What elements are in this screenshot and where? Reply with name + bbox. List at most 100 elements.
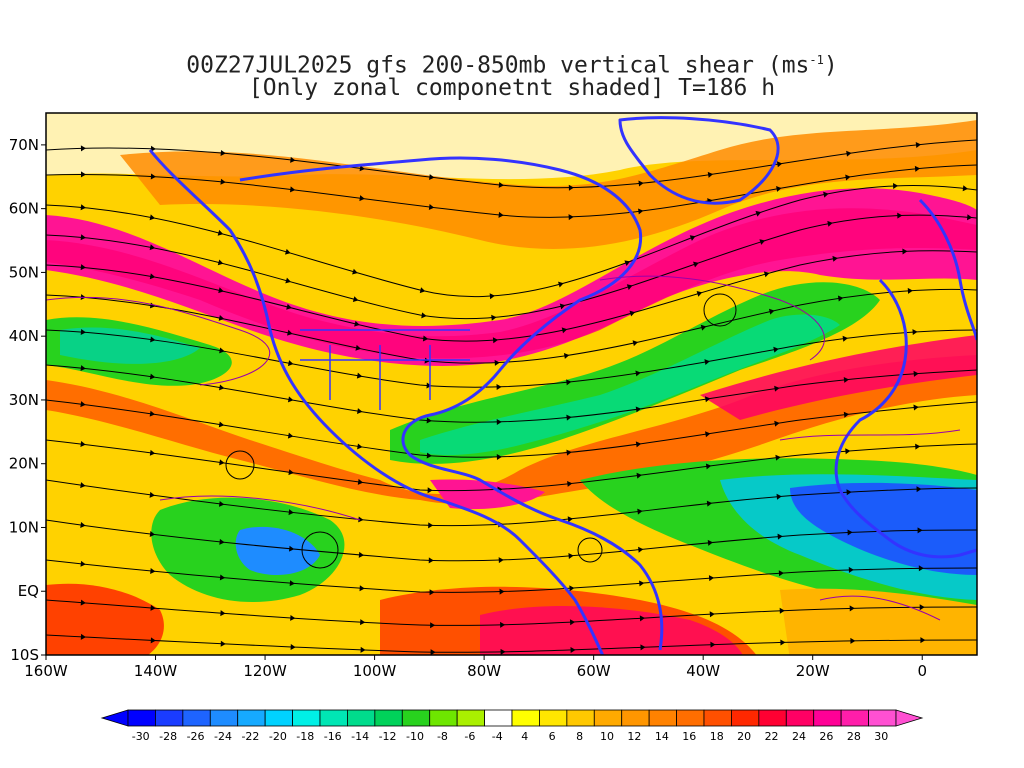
streamline-arrowhead: [629, 310, 636, 317]
streamline-arrowhead: [290, 156, 296, 163]
streamline-arrowhead: [220, 640, 226, 647]
streamline-arrowhead: [776, 493, 782, 500]
streamline-arrowhead: [915, 443, 921, 450]
contours: [46, 275, 961, 621]
streamline-arrowhead: [359, 195, 365, 202]
streamline-arrowhead: [774, 385, 780, 392]
lon-tick-label: 80W: [467, 662, 501, 680]
colorbar-swatch: [484, 709, 513, 727]
streamline-arrowhead: [429, 174, 435, 181]
streamline-arrowhead: [897, 212, 903, 219]
colorbar-label: 30: [874, 730, 888, 743]
streamline-arrowhead: [288, 509, 294, 516]
streamline-arrowhead: [80, 482, 86, 489]
streamline-arrowhead: [845, 448, 851, 455]
streamline-arrowhead: [558, 281, 564, 288]
colorbar-label: -28: [159, 730, 177, 743]
streamline-arrowhead: [967, 214, 973, 221]
streamline-arrowhead: [709, 611, 715, 618]
colorbar-swatch: [237, 709, 266, 727]
streamline-arrowhead: [150, 336, 156, 343]
colorbar-label: -24: [214, 730, 232, 743]
field-blue-epac: [235, 526, 320, 575]
streamline-arrowhead: [893, 182, 899, 189]
streamline-arrowhead: [917, 527, 923, 534]
colorbar-label: 22: [765, 730, 779, 743]
streamline-arrowhead: [707, 171, 714, 178]
lat-tick-label: 30N: [9, 391, 39, 409]
streamline-arrowhead: [218, 287, 224, 294]
streamline-arrowhead: [635, 441, 642, 448]
streamline-arrowhead: [912, 329, 918, 336]
colorbar-label: -30: [132, 730, 150, 743]
colorbar-label: 26: [819, 730, 833, 743]
colorbar-label: -8: [437, 730, 448, 743]
contour-line: [159, 495, 361, 521]
lat-tick-label: 50N: [9, 263, 39, 281]
contour-line: [779, 429, 961, 441]
lat-tick-label: 10N: [9, 518, 39, 536]
streamline-arrowhead: [850, 637, 856, 644]
colorbar-label: -10: [406, 730, 424, 743]
streamlines: [46, 139, 977, 655]
streamline-arrowhead: [759, 239, 766, 245]
streamline-arrowhead: [422, 335, 429, 342]
streamline-arrowhead: [498, 181, 504, 188]
streamline-arrowhead: [568, 184, 574, 191]
streamline-arrowhead: [357, 443, 363, 450]
streamline-arrowhead: [848, 566, 854, 573]
streamline-arrowhead: [566, 414, 572, 421]
title-unit-exponent: -1: [809, 53, 824, 67]
streamline-arrowhead: [498, 211, 504, 218]
streamline-arrowhead: [845, 174, 851, 181]
colorbar-swatch: [539, 709, 568, 727]
streamline-arrowhead: [289, 186, 296, 193]
streamline-arrowhead: [638, 180, 644, 187]
streamline-arrowhead: [559, 303, 566, 310]
africa-europe-coast: [834, 278, 977, 559]
colorbar-swatch: [868, 709, 897, 727]
streamline-arrowhead: [352, 268, 358, 275]
streamline-arrowhead: [843, 411, 850, 418]
streamline-arrowhead: [80, 365, 86, 372]
streamline-arrowhead: [567, 480, 573, 487]
colorbar-swatch: [347, 709, 376, 727]
colorbar-swatch: [456, 709, 485, 727]
streamline-arrowhead: [489, 293, 495, 300]
streamline-arrowhead: [357, 478, 364, 485]
streamline-arrowhead: [149, 214, 156, 221]
colorbar-label: -26: [187, 730, 205, 743]
greenland: [618, 116, 780, 205]
streamline-eddy: [225, 450, 255, 480]
lon-tick-label: 60W: [577, 662, 611, 680]
streamline-arrowhead: [149, 410, 156, 417]
colorbar-label: -14: [351, 730, 369, 743]
streamline-arrowhead: [358, 551, 364, 558]
map-frame: [45, 112, 978, 656]
streamline-arrowhead: [704, 396, 711, 403]
colorbar-label: 4: [521, 730, 528, 743]
streamline-arrowhead: [496, 383, 502, 390]
streamline-arrowhead: [568, 553, 574, 559]
streamline-arrowhead: [563, 352, 570, 359]
colorbar-swatch: [264, 709, 293, 727]
streamline-arrowhead: [287, 432, 294, 439]
colorbar-swatch: [621, 709, 650, 727]
colorbar-swatch: [785, 709, 815, 727]
streamline-arrowhead: [80, 522, 86, 528]
streamline-arrowhead: [80, 599, 86, 606]
colorbar-label: 8: [576, 730, 583, 743]
streamline-arrowhead: [773, 346, 779, 353]
streamline: [46, 559, 977, 593]
streamline-arrowhead: [218, 500, 225, 507]
streamline-arrowhead: [569, 585, 575, 592]
streamline-arrowhead: [149, 273, 156, 280]
streamline-arrowhead: [779, 607, 785, 614]
americas-east-coast: [239, 156, 664, 651]
lat-tick-label: 20N: [9, 455, 39, 473]
colorbar-swatch: [593, 709, 623, 727]
streamline-arrowhead: [823, 191, 829, 198]
streamline-arrowhead: [706, 500, 713, 507]
colorbar-swatch: [731, 709, 760, 727]
streamline-arrowhead: [149, 244, 156, 251]
